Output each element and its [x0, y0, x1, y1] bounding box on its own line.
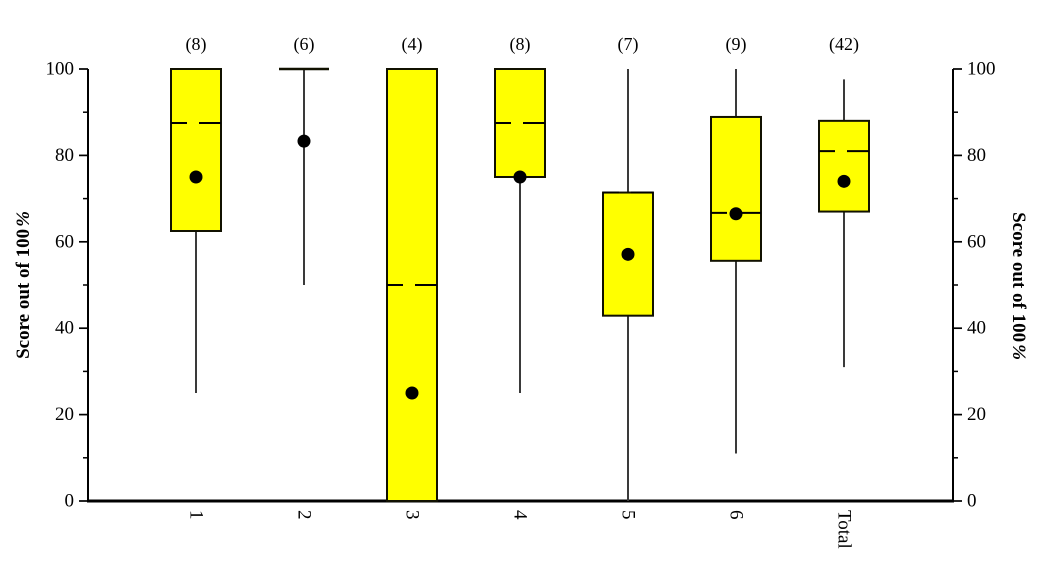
mean-dot [621, 247, 635, 261]
count-label: (7) [618, 34, 639, 55]
x-category-label: 4 [510, 510, 531, 520]
iqr-box [818, 119, 870, 213]
right-y-tick-label: 0 [967, 491, 977, 512]
x-category-label: 2 [294, 510, 315, 520]
box-group-2: (6) 2 [279, 34, 329, 520]
count-label: (42) [829, 34, 859, 55]
box-group-6: (9) 6 [710, 34, 762, 520]
right-y-axis-title: Score out of 100% [1007, 212, 1029, 360]
box-group-1: (8) 1 [170, 34, 222, 520]
right-y-tick-label: 60 [967, 231, 986, 252]
count-label: (8) [510, 34, 531, 55]
right-y-tick-label: 80 [967, 145, 986, 166]
mean-dot [189, 170, 203, 184]
left-y-tick-label: 0 [65, 491, 75, 512]
left-y-tick-label: 100 [46, 59, 75, 80]
right-y-axis-title-text: Score out of 100 [1008, 212, 1029, 343]
left-y-tick-label: 40 [55, 318, 74, 339]
count-label: (8) [186, 34, 207, 55]
box-group-5: (7) 5 [602, 34, 654, 520]
iqr-box [710, 115, 762, 262]
box-group-4: (8) 4 [494, 34, 546, 520]
x-category-label: Total [834, 510, 855, 549]
x-category-label: 6 [726, 510, 747, 520]
x-category-label: 3 [402, 510, 423, 520]
left-y-axis-title: Score out of 100% [13, 211, 35, 359]
left-percent-symbol: % [13, 211, 34, 227]
right-percent-symbol: % [1008, 344, 1029, 360]
left-y-tick-label: 80 [55, 145, 74, 166]
iqr-box [170, 68, 222, 232]
x-category-label: 5 [618, 510, 639, 520]
mean-dot [837, 174, 851, 188]
box-group-3: (4) 3 [386, 34, 438, 520]
mean-dot [729, 207, 743, 221]
x-category-label: 1 [186, 510, 207, 520]
count-label: (6) [294, 34, 315, 55]
right-y-tick-label: 100 [967, 59, 996, 80]
mean-dot [297, 134, 311, 148]
right-y-tick-label: 40 [967, 318, 986, 339]
mean-dot [405, 386, 419, 400]
mean-dot [513, 170, 527, 184]
left-y-axis-title-text: Score out of 100 [13, 228, 34, 359]
right-y-tick-label: 20 [967, 404, 986, 425]
count-label: (4) [402, 34, 423, 55]
left-y-tick-label: 60 [55, 231, 74, 252]
box-group-Total: (42) Total [818, 34, 870, 549]
count-label: (9) [726, 34, 747, 55]
left-y-tick-label: 20 [55, 404, 74, 425]
